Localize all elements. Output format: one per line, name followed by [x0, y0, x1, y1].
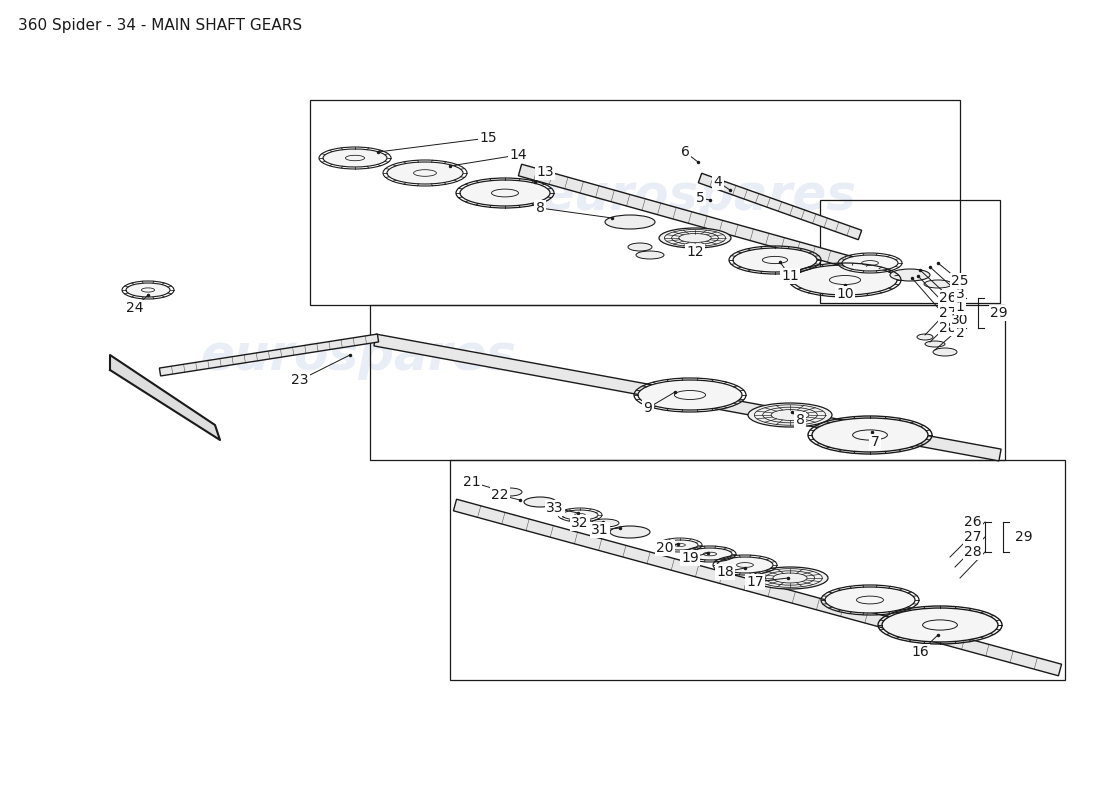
Ellipse shape: [674, 543, 685, 546]
Polygon shape: [160, 334, 378, 376]
Text: 27: 27: [965, 530, 981, 544]
Ellipse shape: [924, 280, 952, 288]
Text: 28: 28: [965, 545, 982, 559]
Ellipse shape: [733, 248, 817, 272]
Ellipse shape: [636, 251, 664, 259]
Ellipse shape: [762, 256, 788, 264]
Ellipse shape: [852, 430, 888, 440]
Text: 14: 14: [509, 148, 527, 162]
Ellipse shape: [752, 567, 828, 589]
Text: 19: 19: [681, 551, 698, 565]
Text: 32: 32: [571, 516, 588, 530]
Ellipse shape: [925, 341, 945, 347]
Ellipse shape: [628, 243, 652, 251]
Ellipse shape: [793, 265, 896, 295]
Ellipse shape: [933, 348, 957, 356]
Ellipse shape: [562, 510, 598, 520]
Ellipse shape: [825, 587, 915, 613]
Ellipse shape: [842, 255, 898, 271]
Text: 10: 10: [836, 287, 854, 301]
Ellipse shape: [890, 269, 930, 281]
Text: 3: 3: [956, 287, 965, 301]
Ellipse shape: [610, 526, 650, 538]
Ellipse shape: [574, 514, 585, 517]
Polygon shape: [110, 355, 220, 440]
Text: 6: 6: [681, 145, 690, 159]
Text: 8: 8: [795, 413, 804, 427]
Ellipse shape: [492, 189, 518, 197]
Text: eurospares: eurospares: [200, 332, 516, 380]
Text: 26: 26: [965, 515, 982, 529]
Ellipse shape: [524, 497, 556, 507]
Ellipse shape: [387, 162, 463, 184]
Polygon shape: [518, 164, 861, 270]
Ellipse shape: [591, 519, 619, 527]
Ellipse shape: [345, 155, 364, 161]
Text: 360 Spider - 34 - MAIN SHAFT GEARS: 360 Spider - 34 - MAIN SHAFT GEARS: [18, 18, 303, 33]
Polygon shape: [374, 334, 1001, 461]
Ellipse shape: [882, 608, 998, 642]
Ellipse shape: [323, 149, 387, 167]
Ellipse shape: [126, 283, 170, 297]
Ellipse shape: [812, 418, 928, 452]
Text: 25: 25: [952, 274, 969, 288]
Text: 31: 31: [591, 523, 608, 537]
Text: 13: 13: [536, 165, 553, 179]
Text: eurospares: eurospares: [540, 172, 856, 220]
Ellipse shape: [917, 334, 933, 340]
Text: 8: 8: [536, 201, 544, 215]
Text: 16: 16: [911, 645, 928, 659]
Ellipse shape: [414, 170, 437, 176]
Ellipse shape: [703, 552, 716, 556]
Text: 12: 12: [686, 245, 704, 259]
Ellipse shape: [460, 180, 550, 206]
Text: 18: 18: [716, 565, 734, 579]
Text: 22: 22: [492, 488, 508, 502]
Text: 9: 9: [644, 401, 652, 415]
Text: 5: 5: [695, 191, 704, 205]
Ellipse shape: [498, 488, 522, 496]
Ellipse shape: [861, 261, 879, 266]
Text: 21: 21: [463, 475, 481, 489]
Ellipse shape: [142, 288, 155, 292]
Text: 24: 24: [126, 301, 144, 315]
Ellipse shape: [737, 562, 754, 567]
Text: 29: 29: [1015, 530, 1033, 544]
Text: 4: 4: [714, 175, 723, 189]
Text: 28: 28: [939, 321, 957, 335]
Ellipse shape: [674, 390, 705, 399]
Ellipse shape: [638, 380, 743, 410]
Ellipse shape: [659, 228, 732, 248]
Text: 7: 7: [870, 435, 879, 449]
Ellipse shape: [857, 596, 883, 604]
Ellipse shape: [923, 620, 957, 630]
Text: 1: 1: [956, 300, 965, 314]
Text: 23: 23: [292, 373, 309, 387]
Polygon shape: [453, 499, 1062, 676]
Text: 33: 33: [547, 501, 563, 515]
Text: 20: 20: [657, 541, 673, 555]
Text: 30: 30: [952, 313, 969, 327]
Text: 29: 29: [990, 306, 1008, 320]
Text: 17: 17: [746, 575, 763, 589]
Ellipse shape: [829, 275, 860, 285]
Ellipse shape: [662, 540, 698, 550]
Text: 15: 15: [480, 131, 497, 145]
Text: 2: 2: [956, 326, 965, 340]
Ellipse shape: [605, 215, 654, 229]
Text: 11: 11: [781, 269, 799, 283]
Ellipse shape: [688, 548, 732, 560]
Text: 26: 26: [939, 291, 957, 305]
Ellipse shape: [748, 403, 832, 427]
Polygon shape: [698, 174, 861, 240]
Text: 27: 27: [939, 306, 957, 320]
Ellipse shape: [717, 557, 773, 573]
